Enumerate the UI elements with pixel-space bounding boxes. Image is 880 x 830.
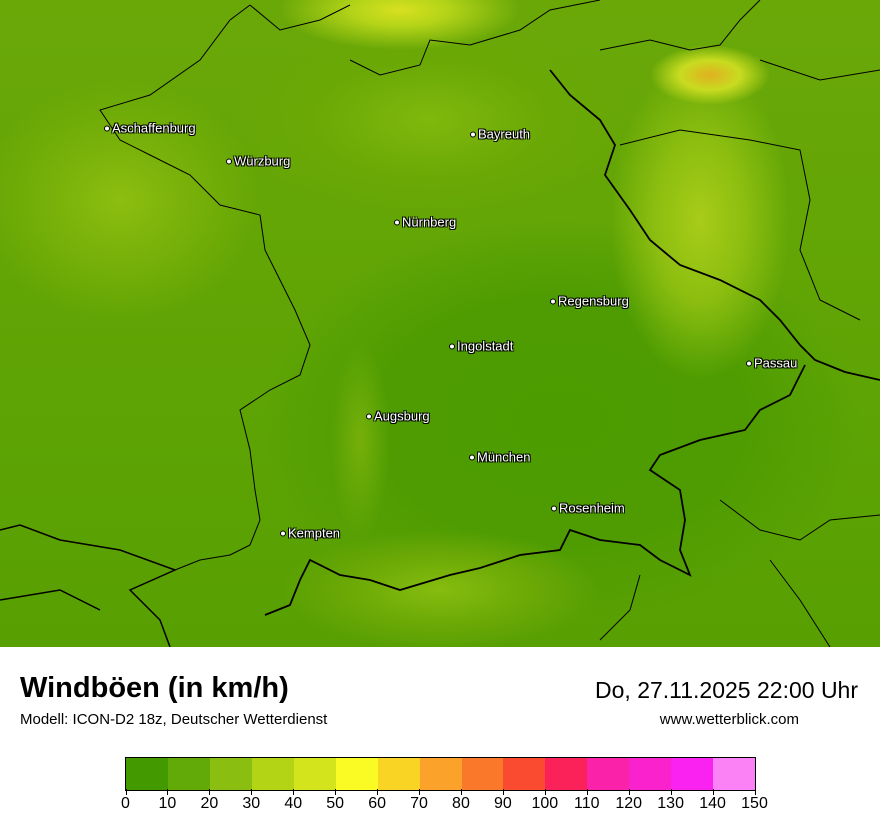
state-border [264, 364, 806, 616]
city-wuerzburg: Würzburg [226, 154, 290, 169]
legend-tick-label: 50 [326, 795, 345, 812]
city-marker-icon [551, 505, 557, 511]
border-southwest [0, 524, 178, 647]
legend-tick [377, 789, 379, 795]
legend-tick [167, 789, 169, 795]
legend-tick-label: 130 [657, 795, 684, 812]
legend-tick [544, 789, 546, 795]
legend-tick [125, 789, 127, 795]
city-rosenheim: Rosenheim [551, 501, 625, 516]
legend-tick [712, 789, 714, 795]
city-passau: Passau [746, 356, 797, 371]
legend-swatch [377, 758, 420, 790]
borders [0, 0, 880, 647]
legend-swatch [293, 758, 336, 790]
legend-tick [460, 789, 462, 795]
legend-tick-label: 30 [242, 795, 261, 812]
legend-tick-label: 60 [368, 795, 386, 812]
wind-gust-map: Aschaffenburg Würzburg Bayreuth Nürnberg… [0, 0, 880, 647]
city-marker-icon [746, 360, 752, 366]
city-marker-icon [469, 454, 475, 460]
legend-tick [335, 789, 337, 795]
legend-tick [293, 789, 295, 795]
legend-tick-label: 150 [741, 795, 768, 812]
legend-tick-label: 40 [284, 795, 303, 812]
legend-tick-label: 90 [493, 795, 512, 812]
city-ingolstadt: Ingolstadt [449, 339, 513, 354]
city-marker-icon [470, 131, 476, 137]
legend-tick [209, 789, 211, 795]
legend-swatch [209, 758, 252, 790]
forecast-datetime: Do, 27.11.2025 22:00 Uhr [595, 677, 858, 703]
legend-tick [628, 789, 630, 795]
city-aschaffenburg: Aschaffenburg [104, 121, 196, 136]
model-info: Modell: ICON-D2 18z, Deutscher Wetterdie… [20, 711, 328, 728]
legend-swatch [167, 758, 210, 790]
city-marker-icon [449, 343, 455, 349]
legend-swatch [713, 758, 756, 790]
city-marker-icon [104, 125, 110, 131]
legend-tick [419, 789, 421, 795]
legend-swatch [126, 758, 168, 790]
city-marker-icon [226, 158, 232, 164]
legend-tick-label: 70 [410, 795, 428, 812]
legend-tick-label: 110 [574, 795, 600, 812]
city-regensburg: Regensburg [550, 294, 629, 309]
legend-swatch [545, 758, 588, 790]
legend-tick-label: 80 [452, 795, 470, 812]
legend-tick-label: 10 [158, 795, 177, 812]
bavaria-border [549, 69, 880, 381]
legend-tick [670, 789, 672, 795]
legend-tick-label: 100 [531, 795, 559, 812]
city-augsburg: Augsburg [366, 409, 430, 424]
legend-tick-label: 140 [699, 795, 726, 812]
city-marker-icon [394, 219, 400, 225]
legend-tick-label: 20 [200, 795, 219, 812]
city-muenchen: München [469, 450, 530, 465]
border-south [599, 499, 880, 647]
legend-swatch [671, 758, 714, 790]
legend-tick [586, 789, 588, 795]
legend-tick-label: 0 [121, 795, 130, 812]
legend-swatch [251, 758, 294, 790]
state-border-west [99, 4, 311, 571]
map-title: Windböen (in km/h) [20, 672, 289, 704]
legend-tick [754, 789, 756, 795]
city-marker-icon [550, 298, 556, 304]
color-legend-bar [125, 757, 756, 791]
legend-swatch [629, 758, 672, 790]
website-link: www.wetterblick.com [659, 711, 799, 728]
city-marker-icon [280, 530, 286, 536]
city-marker-icon [366, 413, 372, 419]
legend-swatch [335, 758, 378, 790]
legend-tick [502, 789, 504, 795]
state-border-north [249, 0, 761, 76]
legend-swatch [419, 758, 462, 790]
legend-swatch [503, 758, 546, 790]
legend-swatch [461, 758, 504, 790]
border-east [619, 59, 880, 321]
legend-tick-label: 120 [615, 795, 643, 812]
city-nuernberg: Nürnberg [394, 215, 456, 230]
city-bayreuth: Bayreuth [470, 127, 530, 142]
legend-swatch [587, 758, 630, 790]
legend-tick [251, 789, 253, 795]
city-kempten: Kempten [280, 526, 340, 541]
